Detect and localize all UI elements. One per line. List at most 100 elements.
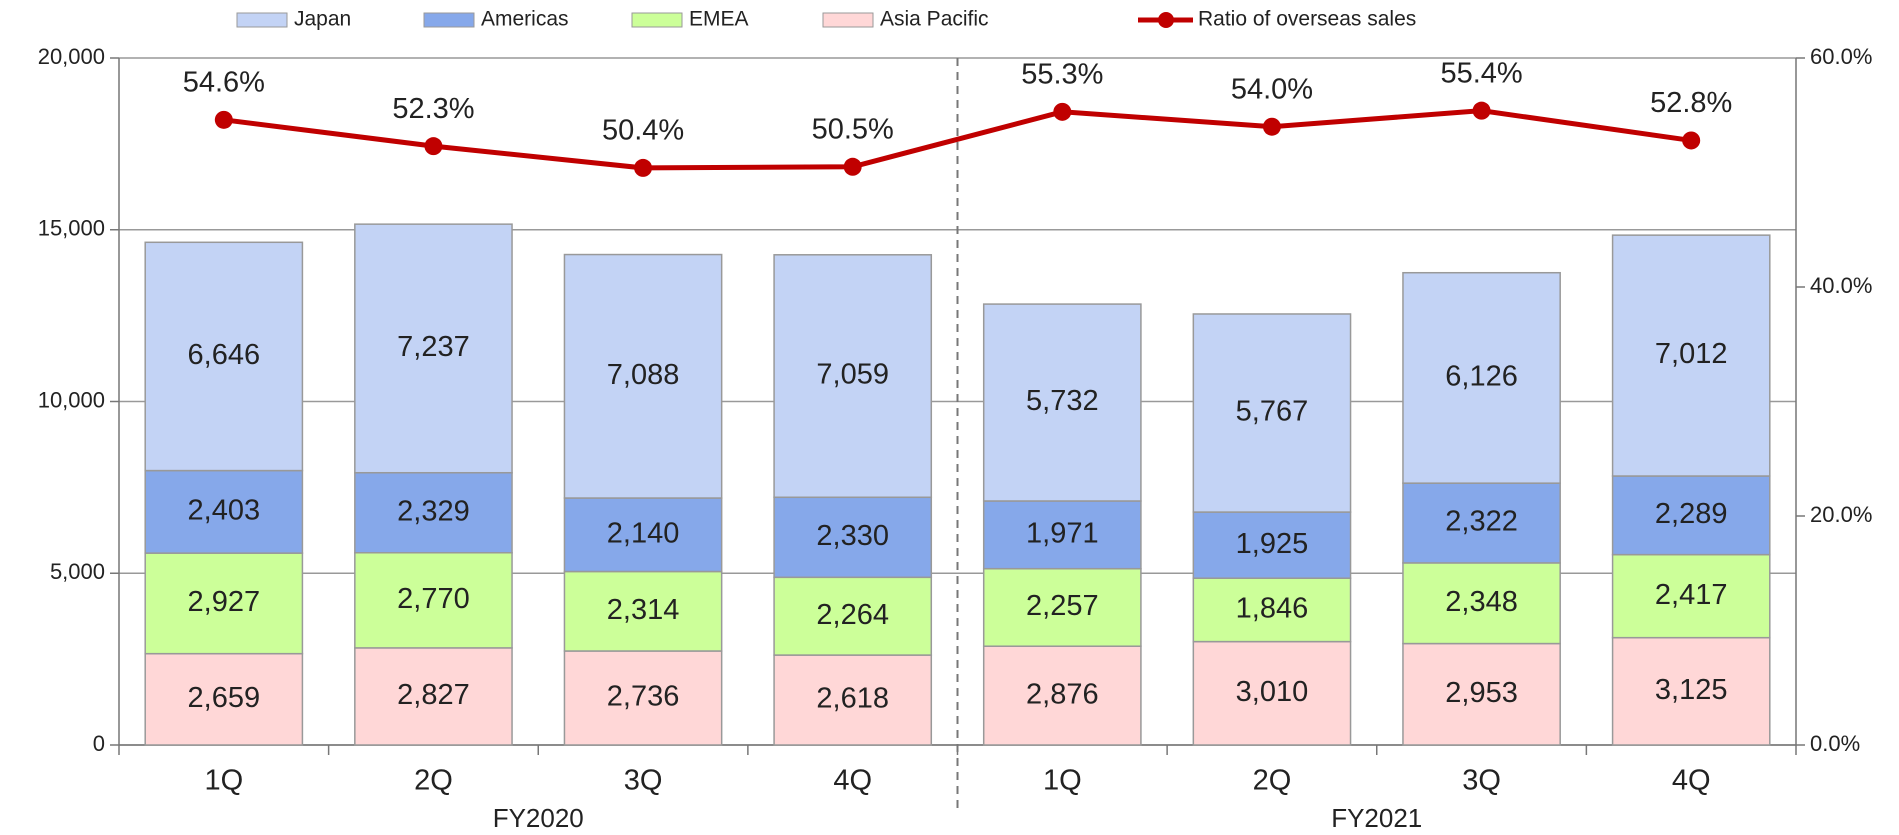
bar-segment (1611, 475, 1771, 556)
bar-segment (982, 645, 1142, 746)
bar-segment (773, 654, 933, 746)
bar-segment (563, 650, 723, 746)
bar-segment (563, 570, 723, 652)
data-label: 2,289 (1655, 498, 1728, 530)
bar-segment (982, 500, 1142, 570)
x-tick-label: 2Q (414, 765, 453, 797)
y-tick-label: 10,000 (38, 387, 105, 412)
bar-segment (144, 652, 304, 746)
bar-segment (144, 469, 304, 554)
data-label: 2,348 (1445, 586, 1518, 618)
data-label: 7,237 (397, 331, 470, 363)
bar-segment (1192, 640, 1352, 746)
y-tick-label: 15,000 (38, 216, 105, 241)
legend-swatch (822, 12, 874, 28)
data-label: 2,770 (397, 583, 470, 615)
legend-swatch (423, 12, 475, 28)
x-tick-label: 1Q (204, 765, 243, 797)
group-label: FY2021 (1331, 803, 1422, 833)
ratio-label: 55.4% (1440, 57, 1522, 89)
data-label: 2,264 (816, 599, 889, 631)
data-label: 5,732 (1026, 385, 1099, 417)
x-tick-label: 4Q (833, 765, 872, 797)
bar-segment (354, 647, 513, 746)
y-tick-label: 0 (93, 731, 105, 756)
data-label: 3,010 (1236, 676, 1309, 708)
data-label: 2,736 (607, 681, 680, 713)
bar-segment (563, 253, 723, 499)
ratio-point (1262, 117, 1281, 136)
bar-segment (1192, 313, 1352, 513)
legend-marker (1158, 12, 1174, 28)
data-label: 6,126 (1445, 361, 1518, 393)
ratio-label: 54.6% (183, 66, 265, 98)
ratio-point (424, 137, 443, 156)
data-label: 1,925 (1236, 528, 1309, 560)
ratio-point (843, 157, 862, 176)
ratio-point (1682, 131, 1701, 150)
x-tick-label: 2Q (1253, 765, 1292, 797)
y-tick-label: 20,000 (38, 44, 105, 69)
data-label: 2,827 (397, 679, 470, 711)
ratio-point (214, 110, 233, 129)
bar-segment (773, 254, 933, 499)
y2-tick-label: 0.0% (1810, 731, 1860, 756)
data-label: 7,059 (816, 359, 889, 391)
data-label: 1,846 (1236, 593, 1309, 625)
bar-segment (982, 567, 1142, 647)
legend-swatch (631, 12, 683, 28)
x-tick-label: 4Q (1672, 765, 1711, 797)
group-label: FY2020 (493, 803, 584, 833)
y2-tick-label: 60.0% (1810, 44, 1872, 69)
ratio-line (223, 108, 1692, 171)
bar-segment (563, 497, 723, 573)
ratio-point (1472, 101, 1491, 120)
data-label: 2,417 (1655, 579, 1728, 611)
legend-label: Japan (294, 8, 351, 31)
data-label: 2,927 (188, 586, 261, 618)
bar-segment (773, 496, 933, 579)
bar-segment (773, 576, 933, 656)
data-label: 2,322 (1445, 506, 1518, 538)
data-label: 2,403 (188, 495, 261, 527)
legend-label: Ratio of overseas sales (1198, 8, 1416, 31)
data-label: 2,257 (1026, 590, 1099, 622)
data-label: 1,971 (1026, 517, 1099, 549)
ratio-label: 52.3% (392, 93, 474, 125)
data-label: 7,012 (1655, 338, 1728, 370)
data-label: 2,140 (607, 517, 680, 549)
bar-segment (1611, 234, 1771, 477)
bar-segment (1402, 562, 1561, 645)
ratio-label: 55.3% (1021, 58, 1103, 90)
ratio-label: 54.0% (1231, 73, 1313, 105)
bar-segment (1192, 511, 1352, 579)
legend-swatch (236, 12, 288, 28)
ratio-label: 50.5% (812, 113, 894, 145)
data-label: 2,329 (397, 495, 470, 527)
bar-segment (1402, 271, 1561, 484)
data-label: 3,125 (1655, 674, 1728, 706)
legend-label: Asia Pacific (880, 8, 989, 31)
y2-tick-label: 40.0% (1810, 273, 1872, 298)
x-tick-label: 1Q (1043, 765, 1082, 797)
data-label: 2,953 (1445, 677, 1518, 709)
ratio-point (1053, 102, 1072, 121)
x-tick-label: 3Q (624, 765, 663, 797)
data-label: 2,330 (816, 520, 889, 552)
bar-segment (354, 223, 513, 474)
legend-label: EMEA (689, 8, 749, 31)
data-label: 2,876 (1026, 678, 1099, 710)
bar-segment (354, 551, 513, 649)
data-label: 2,314 (607, 594, 680, 626)
legend-label: Americas (481, 8, 569, 31)
bar-segment (1192, 577, 1352, 643)
ratio-point (634, 158, 653, 177)
data-label: 2,618 (816, 683, 889, 715)
x-tick-label: 3Q (1462, 765, 1501, 797)
ratio-label: 50.4% (602, 115, 684, 147)
y-tick-label: 5,000 (50, 559, 105, 584)
data-label: 7,088 (607, 359, 680, 391)
ratio-label: 52.8% (1650, 87, 1732, 119)
bar-segment (1611, 636, 1771, 746)
